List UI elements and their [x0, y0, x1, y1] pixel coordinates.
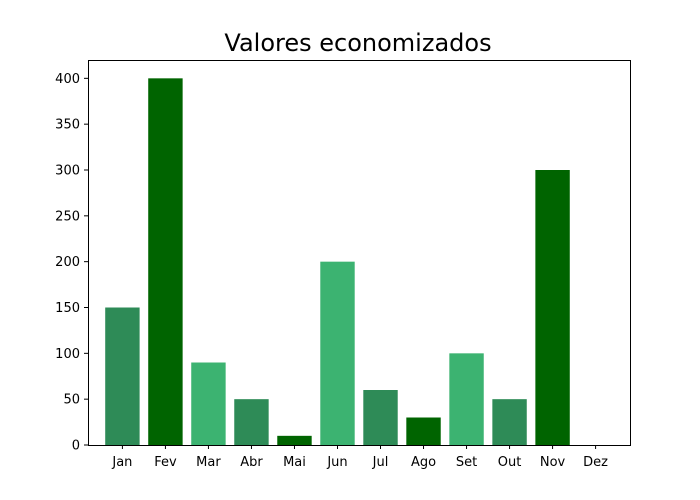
- y-tick-label: 350: [55, 118, 80, 133]
- y-tick-label: 200: [55, 255, 80, 270]
- y-tick-label: 400: [55, 72, 80, 87]
- x-tick-label: Abr: [240, 455, 263, 470]
- bar-ago: [406, 417, 441, 445]
- bars-group: [105, 78, 570, 445]
- x-tick-label: Jul: [372, 455, 389, 470]
- bar-jul: [363, 390, 398, 445]
- y-tick-label: 300: [55, 164, 80, 179]
- x-tick-label: Mar: [196, 455, 221, 470]
- y-tick-label: 250: [55, 209, 80, 224]
- y-axis: 0 50 100 150 200 250 300 350 400: [55, 72, 88, 454]
- y-tick-label: 100: [55, 347, 80, 362]
- y-tick-label: 50: [63, 393, 80, 408]
- bar-mai: [277, 435, 312, 445]
- x-tick-label: Ago: [411, 455, 436, 470]
- x-tick-label: Out: [498, 455, 522, 470]
- chart-title: Valores economizados: [224, 29, 491, 57]
- bar-abr: [234, 399, 269, 445]
- bar-mar: [191, 362, 226, 445]
- x-tick-label: Dez: [583, 455, 608, 470]
- x-tick-label: Fev: [154, 455, 177, 470]
- y-tick-label: 0: [72, 439, 80, 454]
- y-tick-label: 150: [55, 301, 80, 316]
- bar-fev: [148, 78, 183, 445]
- x-axis: Jan Fev Mar Abr Mai Jun Jul Ago Set Out Nov Dez: [111, 445, 608, 470]
- bar-jun: [320, 261, 355, 445]
- x-tick-label: Nov: [540, 455, 566, 470]
- x-tick-label: Set: [456, 455, 477, 470]
- bar-set: [449, 353, 484, 445]
- bar-jan: [105, 307, 140, 445]
- x-tick-label: Jan: [111, 455, 132, 470]
- plot-frame: [88, 60, 631, 446]
- bar-nov: [535, 170, 570, 445]
- x-tick-label: Mai: [283, 455, 306, 470]
- x-tick-label: Jun: [326, 455, 347, 470]
- bar-out: [492, 399, 527, 445]
